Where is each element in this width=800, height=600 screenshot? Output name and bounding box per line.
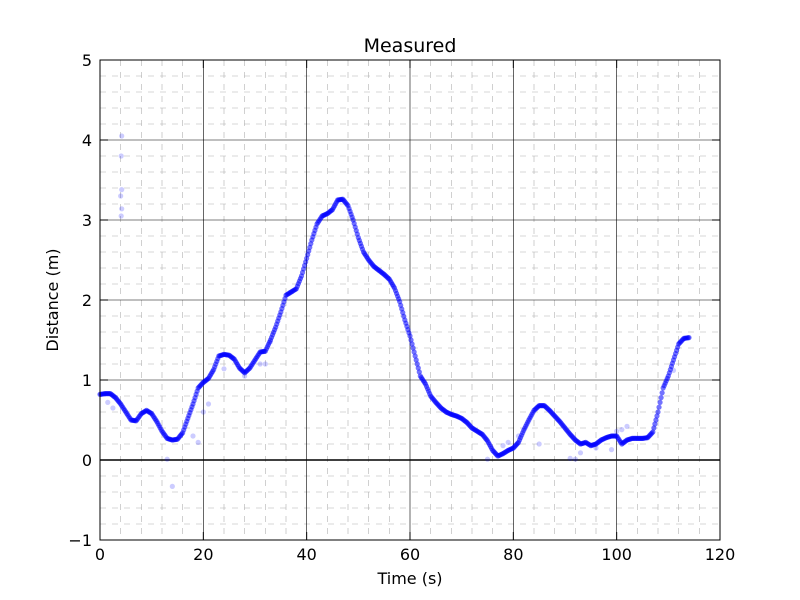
- data-point: [653, 417, 659, 423]
- data-point-faint: [110, 405, 116, 411]
- data-point-faint: [195, 439, 201, 445]
- data-point: [414, 361, 420, 367]
- data-point-faint: [257, 361, 263, 367]
- data-point-faint: [536, 441, 542, 447]
- data-point: [656, 404, 662, 410]
- data-point: [657, 399, 663, 405]
- data-point-faint: [118, 213, 124, 219]
- y-tick-label: 0: [82, 451, 92, 470]
- data-point: [415, 365, 421, 371]
- x-tick-label: 80: [503, 545, 523, 564]
- data-point-faint: [577, 450, 584, 456]
- data-point-faint: [119, 187, 125, 193]
- data-point-faint: [484, 456, 491, 462]
- data-point-faint: [118, 153, 124, 159]
- data-point-faint: [505, 439, 511, 445]
- chart-title: Measured: [364, 35, 457, 57]
- data-point-faint: [221, 366, 227, 372]
- data-point-faint: [614, 428, 620, 434]
- y-axis-label: Distance (m): [43, 248, 62, 351]
- data-point-faint: [119, 133, 125, 139]
- x-axis-label: Time (s): [376, 569, 442, 588]
- y-tick-label: −1: [68, 531, 92, 550]
- data-point: [412, 353, 418, 359]
- x-tick-label: 0: [95, 545, 105, 564]
- data-point-faint: [169, 483, 175, 489]
- data-point: [655, 409, 661, 415]
- data-point: [658, 395, 664, 401]
- data-point-faint: [190, 433, 196, 439]
- data-point-faint: [572, 456, 578, 462]
- data-point: [416, 369, 422, 375]
- y-tick-label: 3: [82, 211, 92, 230]
- data-point-faint: [624, 423, 630, 429]
- data-point: [651, 425, 657, 431]
- data-point-faint: [105, 399, 111, 405]
- data-point-faint: [262, 361, 268, 367]
- data-point-faint: [119, 206, 125, 212]
- data-point-faint: [164, 456, 170, 462]
- x-tick-label: 20: [193, 545, 213, 564]
- data-point-faint: [608, 447, 615, 453]
- data-point: [410, 345, 416, 351]
- data-point: [650, 429, 656, 435]
- data-point: [413, 357, 419, 363]
- data-points: [97, 133, 692, 489]
- data-point-faint: [118, 193, 124, 199]
- y-tick-label: 2: [82, 291, 92, 310]
- data-point: [659, 390, 665, 396]
- data-point: [407, 333, 413, 339]
- data-point: [654, 413, 660, 419]
- data-point: [408, 337, 414, 343]
- x-tick-label: 40: [296, 545, 316, 564]
- x-tick-label: 60: [400, 545, 420, 564]
- y-tick-label: 4: [82, 131, 92, 150]
- data-point-faint: [567, 455, 573, 461]
- data-point: [409, 341, 415, 347]
- y-tick-label: 5: [82, 51, 92, 70]
- data-point-faint: [619, 427, 625, 433]
- data-point-faint: [205, 401, 212, 407]
- x-tick-label: 100: [601, 545, 632, 564]
- data-point: [411, 349, 417, 355]
- grid: [99, 59, 721, 541]
- data-point-faint: [500, 443, 506, 449]
- y-tick-label: 1: [82, 371, 92, 390]
- data-point: [686, 335, 692, 341]
- x-tick-label: 120: [705, 545, 736, 564]
- data-point-faint: [200, 409, 206, 415]
- data-point: [652, 421, 658, 427]
